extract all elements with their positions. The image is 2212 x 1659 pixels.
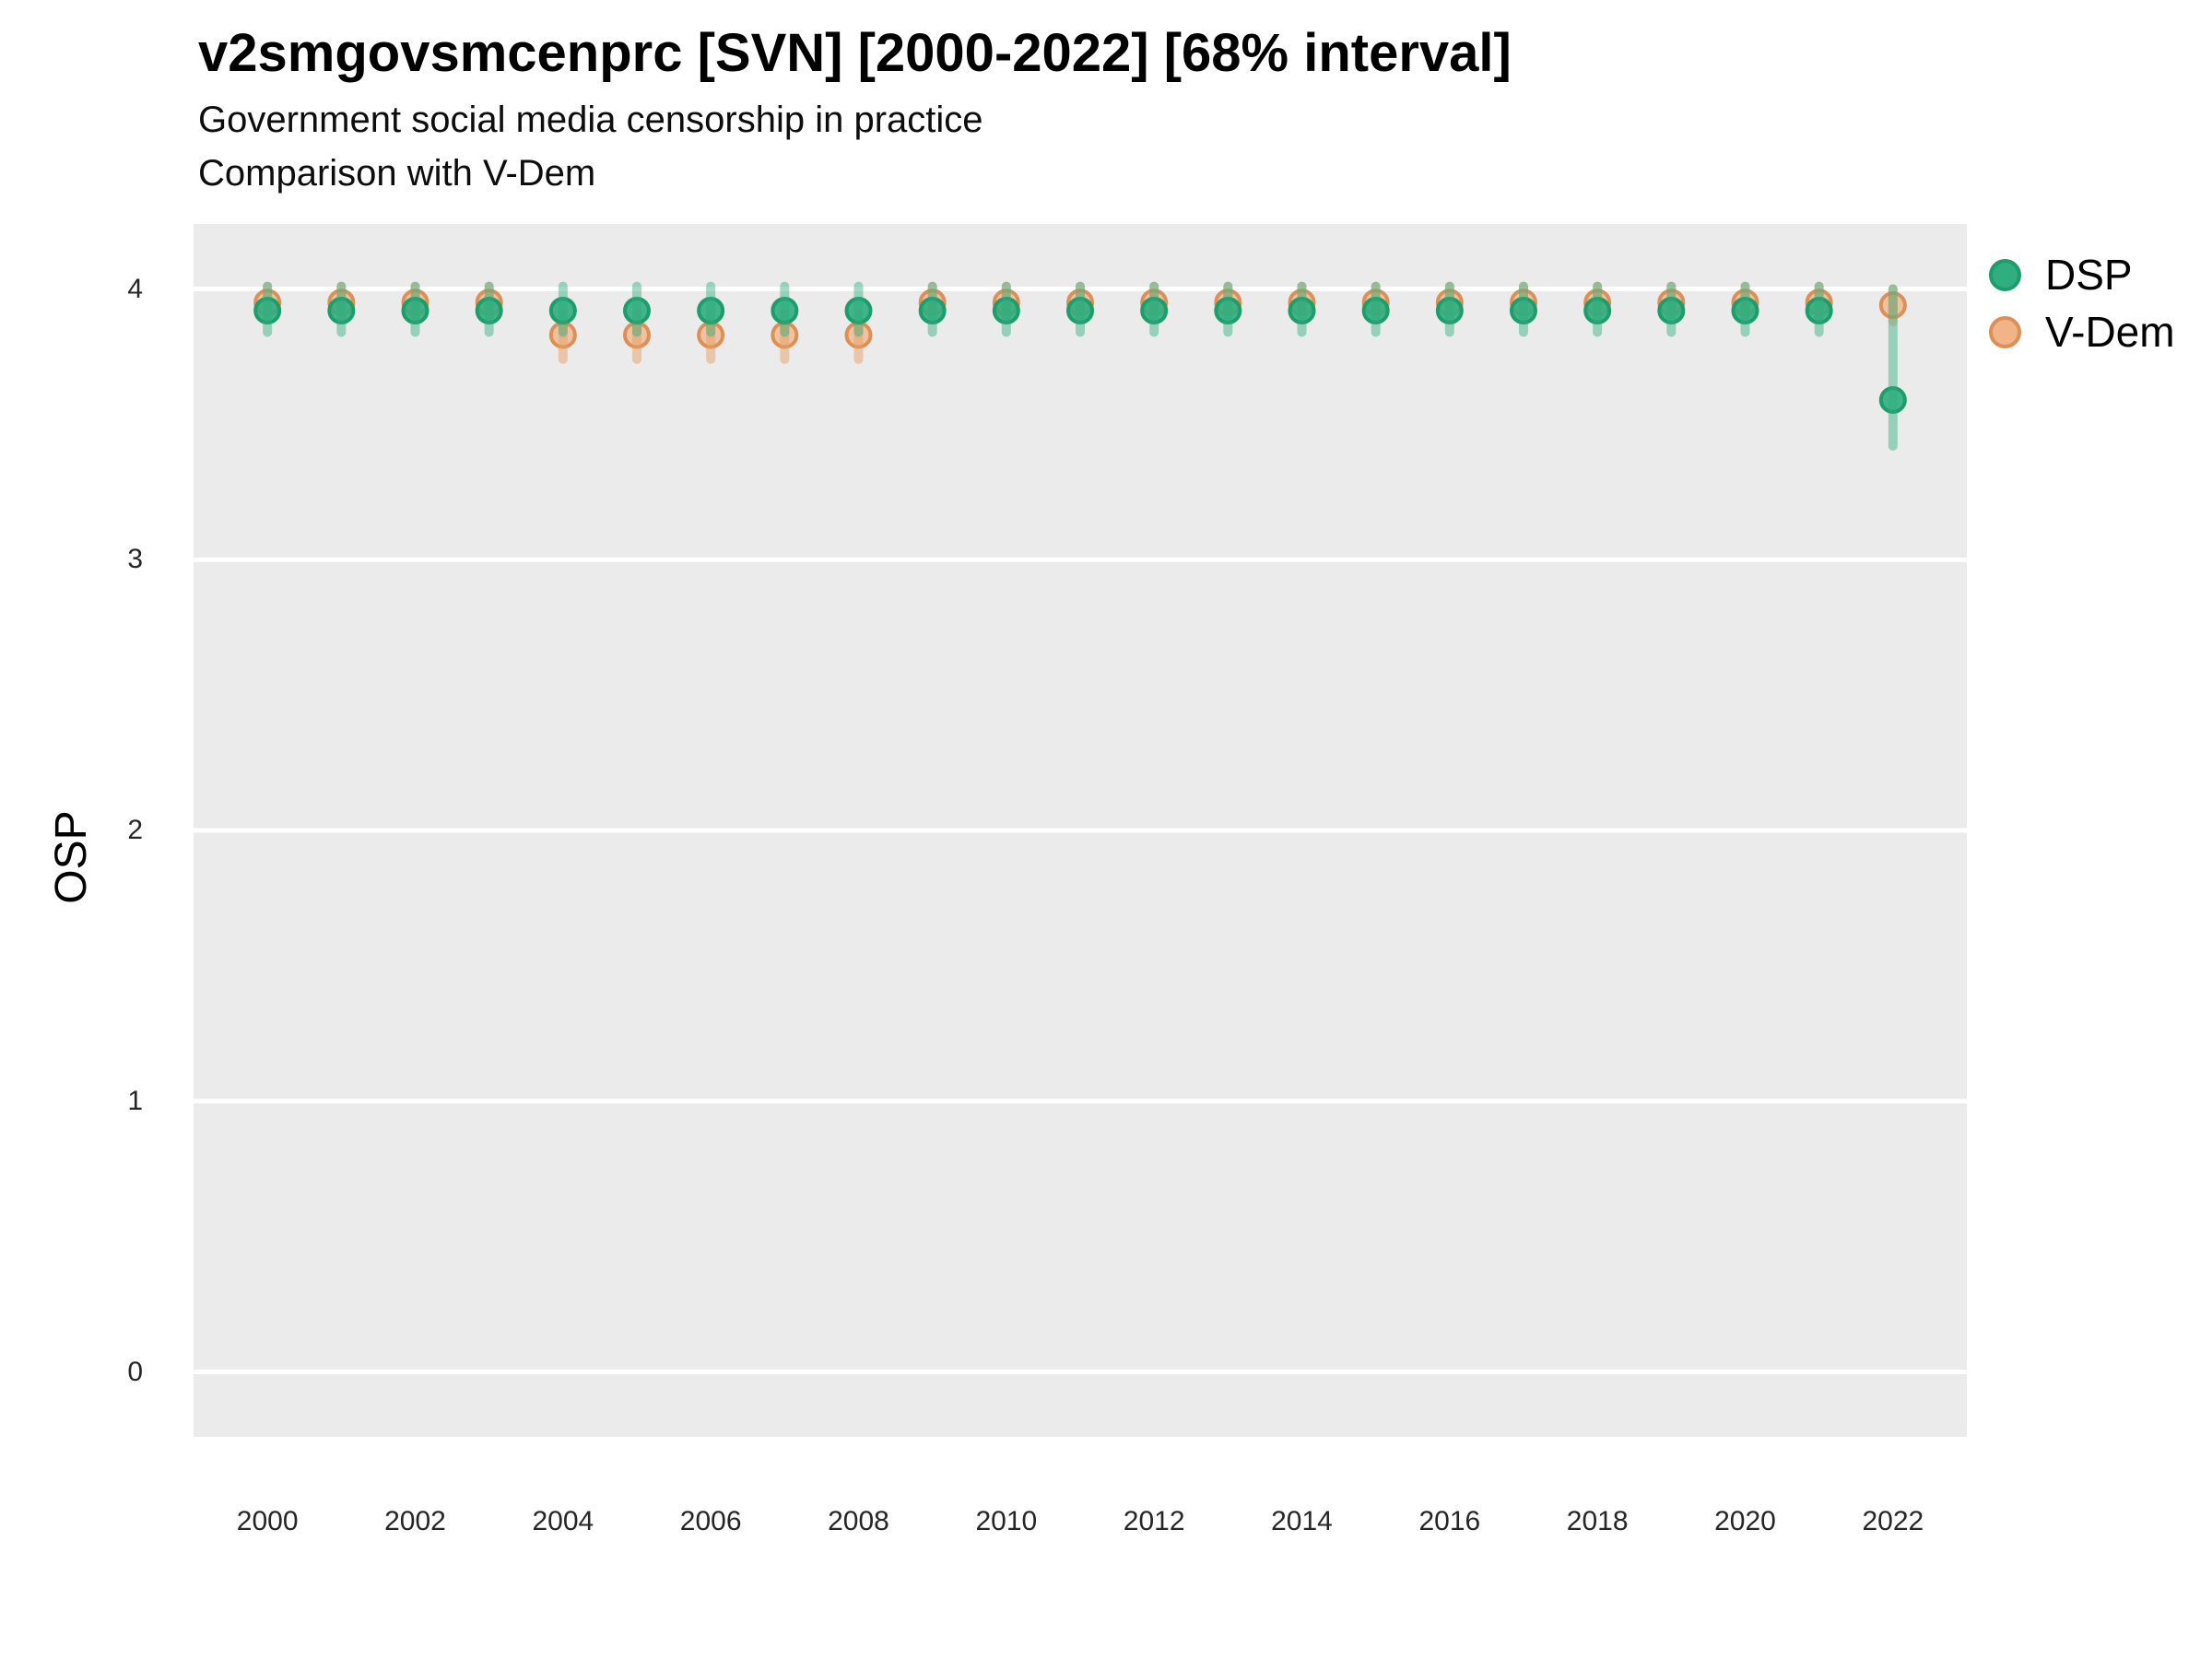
x-tick-label-2004: 2004 [532,1506,594,1536]
y-tick-label-2: 2 [127,815,143,845]
x-tick-label-2010: 2010 [975,1506,1038,1536]
legend-item-dsp: DSP [1989,249,2175,300]
x-tick-label-2014: 2014 [1271,1506,1333,1536]
dsp-point [1657,297,1686,324]
plot-canvas [194,281,1967,1374]
x-tick-label-2016: 2016 [1418,1506,1481,1536]
x-tick-label-2008: 2008 [828,1506,889,1536]
chart-subtitle-comparison: Comparison with V-Dem [198,153,596,194]
dsp-point [1731,297,1759,324]
y-tick-label-1: 1 [127,1085,143,1116]
dsp-point [253,297,282,324]
legend: DSP V-Dem [1989,249,2175,363]
y-tick-label-0: 0 [127,1356,143,1387]
plot-panel [194,224,1967,1437]
chart-title: v2smgovsmcenprc [SVN] [2000-2022] [68% i… [198,23,1512,83]
x-tick-label-2000: 2000 [236,1506,299,1536]
x-tick-label-2002: 2002 [384,1506,446,1536]
dsp-legend-swatch [1989,258,2021,291]
dsp-point [1583,297,1612,324]
legend-label-dsp: DSP [2045,251,2133,299]
x-tick-label-2018: 2018 [1566,1506,1629,1536]
dsp-point [1214,297,1242,324]
dsp-point [1361,297,1390,324]
legend-item-vdem: V-Dem [1989,306,2175,358]
x-tick-label-2006: 2006 [679,1506,742,1536]
dsp-point [1878,385,1907,414]
dsp-point [1140,297,1169,324]
dsp-point [992,297,1020,324]
dsp-point [1510,297,1537,324]
dsp-point [1288,297,1316,324]
dsp-point [1805,297,1833,324]
y-tick-label-4: 4 [127,273,143,304]
dsp-point [771,297,799,324]
vdem-legend-swatch [1989,315,2021,348]
x-tick-label-2022: 2022 [1862,1506,1924,1536]
x-tick-label-2020: 2020 [1714,1506,1776,1536]
dsp-point [623,297,651,324]
dsp-point [327,297,356,324]
chart-subtitle: Government social media censorship in pr… [198,100,983,140]
dsp-point [844,297,873,324]
y-tick-label-3: 3 [127,544,143,575]
y-axis-title: OSP [47,810,96,904]
dsp-point [401,297,429,324]
legend-label-vdem: V-Dem [2045,308,2175,356]
x-tick-label-2012: 2012 [1123,1506,1185,1536]
dsp-point [1435,297,1464,324]
dsp-point [548,297,577,324]
dsp-point [697,297,725,324]
dsp-point [1066,297,1094,324]
dsp-point [918,297,947,324]
dsp-point [475,297,503,324]
